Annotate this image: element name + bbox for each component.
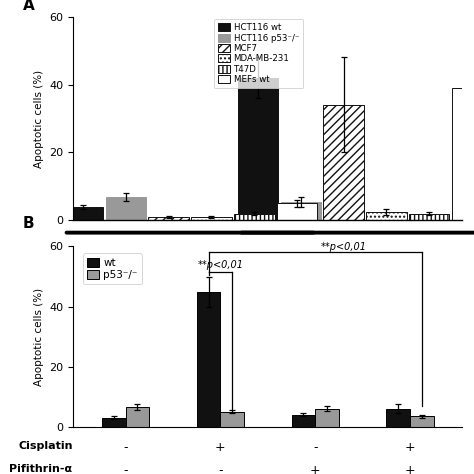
Text: -: - xyxy=(313,441,318,454)
Legend: wt, p53⁻/⁻: wt, p53⁻/⁻ xyxy=(82,254,142,284)
Bar xyxy=(234,214,274,220)
Bar xyxy=(106,197,146,220)
Text: Pifithrin-α: Pifithrin-α xyxy=(9,465,73,474)
Text: **p<0,01: **p<0,01 xyxy=(320,242,367,252)
Bar xyxy=(191,217,232,220)
Bar xyxy=(63,207,103,220)
Text: A: A xyxy=(23,0,35,13)
Bar xyxy=(409,214,449,220)
Bar xyxy=(102,418,126,427)
Text: **p<0,01: **p<0,01 xyxy=(197,261,244,271)
Bar xyxy=(323,105,364,220)
Bar xyxy=(220,411,244,427)
Text: Cisplatin: Cisplatin xyxy=(338,249,392,262)
Y-axis label: Apoptotic cells (%): Apoptotic cells (%) xyxy=(34,69,44,168)
Text: +: + xyxy=(310,465,320,474)
Bar xyxy=(148,217,189,220)
Text: B: B xyxy=(23,217,35,231)
Text: +: + xyxy=(405,465,415,474)
Bar xyxy=(292,415,315,427)
Bar xyxy=(410,416,434,427)
Bar xyxy=(277,203,317,220)
Bar xyxy=(386,409,410,427)
Text: Cisplatin: Cisplatin xyxy=(18,441,73,451)
Text: -: - xyxy=(123,441,128,454)
Text: -: - xyxy=(218,465,223,474)
Text: +: + xyxy=(215,441,226,454)
Bar xyxy=(197,292,220,427)
Text: +: + xyxy=(405,441,415,454)
Text: Untreated: Untreated xyxy=(159,249,221,262)
Bar xyxy=(238,78,278,220)
Y-axis label: Apoptotic cells (%): Apoptotic cells (%) xyxy=(34,287,44,386)
Text: -: - xyxy=(123,465,128,474)
Bar xyxy=(452,88,474,220)
Bar xyxy=(281,202,321,220)
Legend: HCT116 wt, HCT116 p53⁻/⁻, MCF7, MDA-MB-231, T47D, MEFs wt: HCT116 wt, HCT116 p53⁻/⁻, MCF7, MDA-MB-2… xyxy=(214,19,303,88)
Bar xyxy=(126,407,149,427)
Bar xyxy=(366,212,407,220)
Bar xyxy=(315,409,339,427)
